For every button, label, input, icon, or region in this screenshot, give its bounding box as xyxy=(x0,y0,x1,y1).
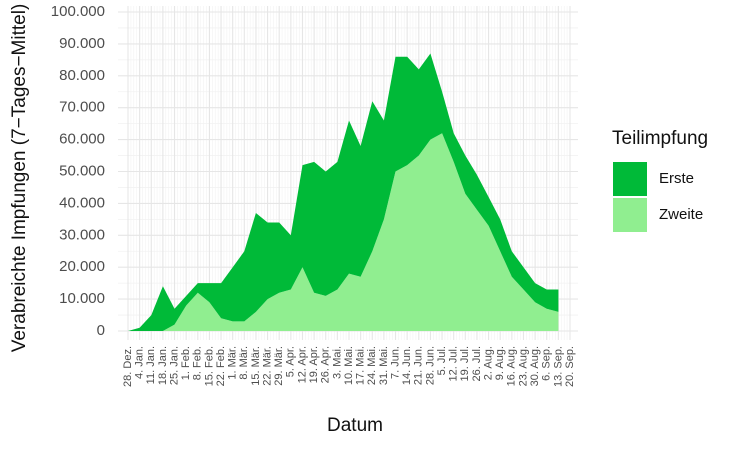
x-tick-label: 19. Apr. xyxy=(308,346,320,383)
x-tick-label: 10. Mai. xyxy=(343,346,355,385)
y-tick-label: 10.000 xyxy=(59,290,105,307)
legend-swatch xyxy=(613,198,647,232)
x-tick-label: 17. Mai. xyxy=(355,346,367,385)
y-tick-label: 30.000 xyxy=(59,226,105,243)
x-tick-label: 21. Jun. xyxy=(413,346,425,385)
area xyxy=(128,53,559,331)
legend: Teilimpfung Erste Zweite xyxy=(612,128,708,232)
x-tick-label: 26. Jul. xyxy=(471,346,483,381)
x-axis-title: Datum xyxy=(327,415,383,436)
x-tick-label: 19. Jul. xyxy=(459,346,471,381)
x-tick-label: 5. Jul. xyxy=(436,346,448,375)
x-tick-label: 8. Feb. xyxy=(192,346,204,380)
x-tick-label: 31. Mai. xyxy=(378,346,390,385)
x-tick-label: 12. Apr. xyxy=(296,346,308,383)
x-tick-label: 15. Mär. xyxy=(250,346,262,386)
x-tick-label: 29. Mär. xyxy=(273,346,285,386)
x-tick-label: 23. Aug. xyxy=(517,346,529,386)
area xyxy=(128,133,559,331)
x-tick-label: 12. Jul. xyxy=(448,346,460,381)
x-tick-label: 8. Mär. xyxy=(238,346,250,380)
y-tick-label: 80.000 xyxy=(59,67,105,84)
x-tick-label: 9. Aug. xyxy=(494,346,506,380)
y-tick-label: 50.000 xyxy=(59,162,105,179)
x-tick-label: 20. Sep. xyxy=(564,346,576,387)
y-tick-label: 40.000 xyxy=(59,194,105,211)
legend-swatch xyxy=(613,162,647,196)
y-tick-label: 100.000 xyxy=(51,3,105,20)
x-tick-label: 15. Feb. xyxy=(203,346,215,386)
x-tick-label: 13. Sep. xyxy=(552,346,564,387)
x-tick-label: 24. Mai. xyxy=(366,346,378,385)
y-tick-label: 60.000 xyxy=(59,131,105,148)
x-tick-label: 26. Apr. xyxy=(320,346,332,383)
x-tick-label: 11. Jan. xyxy=(145,346,157,384)
y-axis-title: Verabreichte Impfungen (7−Tages−Mittel) xyxy=(9,4,30,353)
y-tick-label: 20.000 xyxy=(59,258,105,275)
x-tick-label: 25. Jan. xyxy=(168,346,180,385)
y-tick-label: 0 xyxy=(97,322,105,339)
x-tick-label: 2. Aug. xyxy=(482,346,494,380)
y-tick-label: 70.000 xyxy=(59,99,105,116)
x-tick-label: 7. Jun. xyxy=(389,346,401,379)
x-tick-label: 18. Jan. xyxy=(157,346,169,385)
x-tick-label: 28. Jun. xyxy=(424,346,436,385)
legend-label: Zweite xyxy=(659,206,703,223)
areas xyxy=(128,53,559,331)
legend-label: Erste xyxy=(659,170,694,187)
x-tick-label: 4. Jan. xyxy=(134,346,146,379)
x-tick-label: 3. Mai. xyxy=(331,346,343,379)
x-tick-label: 5. Apr. xyxy=(285,346,297,377)
legend-title: Teilimpfung xyxy=(612,128,708,149)
x-tick-label: 22. Feb. xyxy=(215,346,227,386)
x-tick-label: 1. Mär. xyxy=(227,346,239,380)
axes: 0 10.000 20.000 30.000 40.000 50.000 60.000 70.… xyxy=(51,3,576,387)
x-tick-label: 22. Mär. xyxy=(261,346,273,386)
x-tick-label: 28. Dez. xyxy=(122,346,134,387)
y-tick-label: 90.000 xyxy=(59,35,105,52)
x-tick-label: 14. Jun. xyxy=(401,346,413,385)
x-tick-label: 30. Aug. xyxy=(529,346,541,386)
x-tick-label: 1. Feb. xyxy=(180,346,192,380)
x-tick-label: 6. Sep. xyxy=(541,346,553,381)
x-tick-label: 16. Aug. xyxy=(506,346,518,386)
